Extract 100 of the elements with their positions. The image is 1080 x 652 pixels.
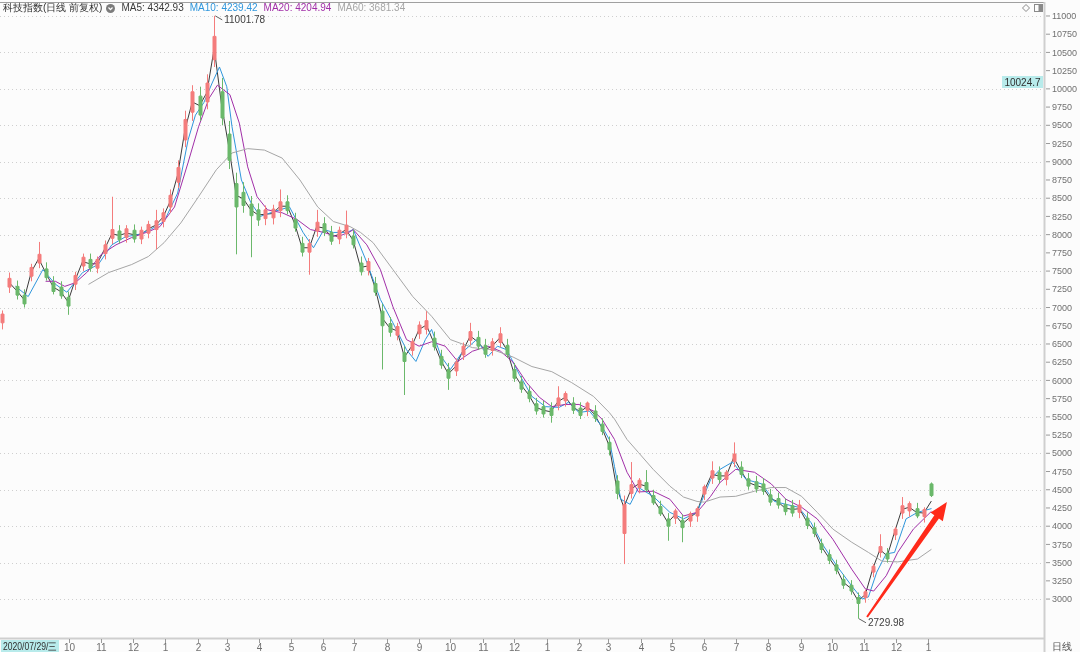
candlestick <box>710 460 715 485</box>
candlestick <box>454 358 459 377</box>
x-tick-label: 3 <box>224 641 231 652</box>
text: MA20: 4204.94 <box>263 2 332 14</box>
candlestick <box>205 73 210 110</box>
chart-title: 科技指数(日线 前复权) <box>3 2 103 14</box>
y-tick-label: 4250 <box>1052 503 1073 514</box>
candlestick <box>329 225 334 246</box>
candlestick <box>161 207 166 228</box>
x-tick-label: 12 <box>890 641 903 652</box>
candlestick <box>644 469 649 493</box>
candlestick <box>59 280 64 300</box>
candlestick <box>585 401 590 417</box>
y-tick-label: 3750 <box>1052 539 1073 550</box>
candlestick <box>527 385 532 403</box>
y-tick-label: 8250 <box>1052 211 1073 222</box>
candlestick <box>37 241 42 269</box>
candlestick <box>307 238 312 276</box>
candlestick <box>73 271 78 291</box>
y-tick-label: 10000 <box>1052 84 1078 95</box>
candlestick <box>578 401 583 420</box>
candlestick <box>812 522 817 538</box>
candlestick <box>702 484 707 501</box>
x-tick-label: 7 <box>733 641 740 652</box>
candlestick <box>139 226 144 245</box>
candlestick <box>7 272 12 294</box>
y-tick-label: 9500 <box>1052 120 1073 131</box>
x-tick-label: 2 <box>195 641 202 652</box>
candlestick <box>293 212 298 233</box>
candlestick <box>29 263 34 282</box>
candlestick <box>907 500 912 518</box>
y-tick-label: 9750 <box>1052 102 1073 113</box>
candlestick <box>227 120 232 170</box>
y-tick-label: 8750 <box>1052 175 1073 186</box>
candlestick <box>44 261 49 282</box>
x-tick-label: 3 <box>605 641 612 652</box>
y-tick-label: 9250 <box>1052 138 1073 149</box>
candlestick <box>322 216 327 237</box>
y-tick-label: 5750 <box>1052 393 1073 404</box>
candlestick <box>563 390 568 408</box>
candlestick <box>417 320 422 340</box>
candlestick <box>212 15 217 68</box>
annotation: 2729.98 <box>867 617 905 629</box>
candlestick <box>154 209 159 250</box>
x-tick-label: 4 <box>638 641 645 652</box>
x-tick-label: 9 <box>416 641 423 652</box>
candlestick <box>110 196 115 245</box>
candlestick <box>380 303 385 370</box>
text: MA10: 4239.42 <box>189 2 258 14</box>
x-tick-label: 5 <box>288 641 295 652</box>
candlestick <box>512 362 517 383</box>
x-tick-label: 2 <box>576 641 583 652</box>
candlestick <box>410 337 415 357</box>
x-tick-label: 10 <box>444 641 457 652</box>
x-tick-label: 6 <box>701 641 708 652</box>
candlestick <box>117 224 122 244</box>
x-tick-label: 11 <box>859 641 871 652</box>
candlestick <box>468 322 473 346</box>
candlestick <box>22 288 27 309</box>
x-tick-label: 8 <box>384 641 391 652</box>
candlestick <box>337 226 342 245</box>
candlestick <box>680 514 685 543</box>
y-tick-label: 7250 <box>1052 284 1073 295</box>
candlestick <box>900 496 905 520</box>
candlestick <box>673 508 678 525</box>
candlestick <box>315 209 320 238</box>
candlestick <box>81 253 86 272</box>
y-tick-label: 4500 <box>1052 484 1073 495</box>
y-tick-label: 7750 <box>1052 248 1073 259</box>
candlestick <box>388 316 393 338</box>
y-tick-label: 6000 <box>1052 375 1073 386</box>
candlestick <box>461 342 466 361</box>
candlestick <box>893 526 898 541</box>
candlestick <box>103 239 108 260</box>
candlestick <box>615 474 620 500</box>
candlestick <box>476 330 481 351</box>
y-tick-label: 10250 <box>1052 65 1078 76</box>
candlestick <box>285 194 290 215</box>
candlestick <box>761 477 766 496</box>
y-tick-label: 6500 <box>1052 339 1073 350</box>
candlestick <box>505 338 510 359</box>
candlestick <box>176 159 181 189</box>
candlestick <box>300 236 305 257</box>
candlestick <box>819 538 824 554</box>
candlestick <box>637 477 642 494</box>
candlestick <box>849 579 854 596</box>
candlestick <box>95 256 100 274</box>
candlestick <box>351 229 356 249</box>
candlestick <box>519 375 524 394</box>
x-tick-label: 6 <box>320 641 327 652</box>
y-tick-label: 6250 <box>1052 357 1073 368</box>
x-tick-label: 9 <box>798 641 805 652</box>
candlestick <box>344 210 349 239</box>
candlestick <box>220 77 225 126</box>
y-tick-label: 5250 <box>1052 430 1073 441</box>
candlestick <box>263 204 268 226</box>
candlestick <box>783 497 788 516</box>
candlestick <box>863 589 868 604</box>
candlestick <box>724 469 729 486</box>
candlestick <box>915 502 920 519</box>
